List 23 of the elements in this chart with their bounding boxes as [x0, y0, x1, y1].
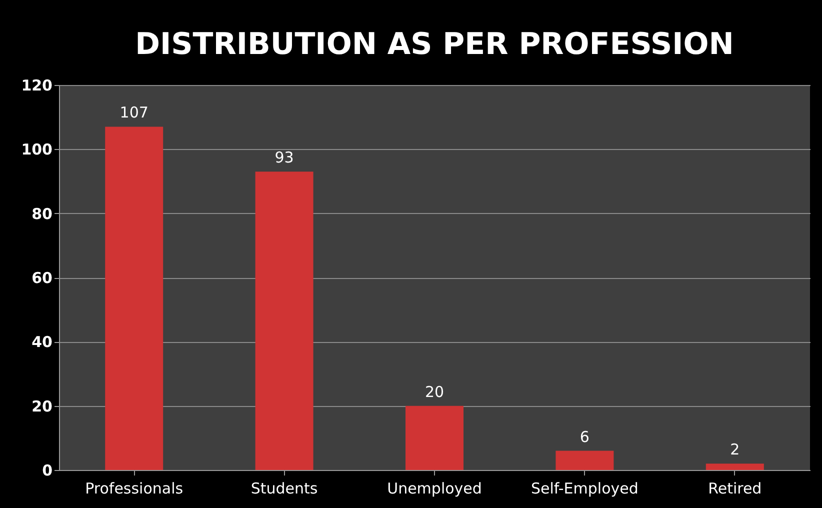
y-tick-label: 100 [21, 140, 52, 159]
bar [706, 464, 764, 470]
y-tick-label: 20 [32, 397, 52, 416]
x-tick-label: Retired [708, 480, 762, 498]
chart-title: DISTRIBUTION AS PER PROFESSION [135, 27, 734, 62]
x-tick-label: Professionals [85, 480, 184, 498]
y-tick-label: 0 [42, 462, 52, 480]
data-label: 20 [424, 382, 444, 401]
x-tick-label: Self-Employed [531, 480, 638, 498]
bar [406, 406, 464, 470]
x-tick-label: Unemployed [387, 480, 482, 498]
y-tick-label: 80 [32, 204, 52, 223]
bar [255, 172, 314, 470]
bar [105, 126, 164, 470]
y-tick-label: 40 [32, 333, 52, 352]
x-tick-label: Students [250, 480, 318, 498]
y-tick-label: 120 [21, 76, 52, 94]
data-label: 2 [730, 440, 740, 459]
data-label: 107 [120, 104, 148, 122]
bar [556, 450, 614, 470]
data-label: 93 [274, 148, 294, 167]
y-tick-label: 60 [32, 269, 52, 287]
data-label: 6 [580, 428, 590, 446]
